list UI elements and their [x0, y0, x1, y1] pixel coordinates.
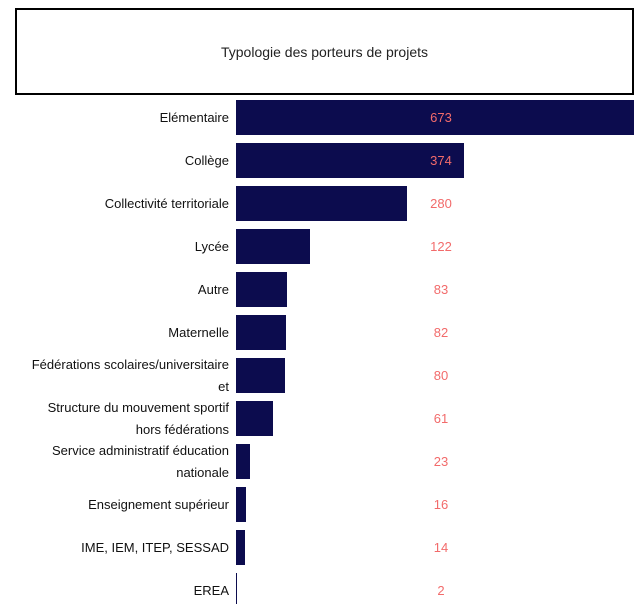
bar-row: Enseignement supérieur 16	[0, 483, 634, 526]
value-label: 2	[437, 583, 445, 598]
bar	[236, 487, 246, 522]
category-label: EREA	[193, 582, 229, 598]
category-label: Maternelle	[168, 324, 229, 340]
chart-title: Typologie des porteurs de projets	[15, 8, 634, 95]
value-label: 374	[430, 153, 452, 168]
bar-row: Service administratif éducation national…	[0, 440, 634, 483]
category-label: Collège	[184, 152, 229, 168]
bar	[236, 143, 465, 178]
bar-row: Structure du mouvement sportif hors fédé…	[0, 397, 634, 440]
category-label: Service administratif éducation national…	[51, 442, 229, 480]
bar-row: IME, IEM, ITEP, SESSAD 14	[0, 526, 634, 569]
value-label: 16	[433, 497, 449, 512]
category-label: Structure du mouvement sportif hors fédé…	[47, 399, 229, 437]
bar	[236, 444, 251, 479]
category-label: Collectivité territoriale	[104, 195, 229, 211]
value-label: 83	[433, 282, 449, 297]
value-label: 80	[433, 368, 449, 383]
bar-row: Fédérations scolaires/universitaire et 80	[0, 354, 634, 397]
value-label: 23	[433, 454, 449, 469]
category-label: Elémentaire	[159, 109, 229, 125]
bar-row: Elémentaire 673	[0, 96, 634, 139]
bar-row: Collectivité territoriale 280	[0, 182, 634, 225]
value-label: 673	[430, 110, 452, 125]
category-label: Lycée	[194, 238, 229, 254]
plot: Elémentaire 673 Collège 374 Collectivité ter…	[0, 96, 634, 604]
bar	[236, 272, 287, 307]
bar-row: Autre 83	[0, 268, 634, 311]
category-label: IME, IEM, ITEP, SESSAD	[81, 539, 229, 555]
bar	[236, 186, 407, 221]
value-label: 61	[433, 411, 449, 426]
value-label: 280	[430, 196, 452, 211]
bar	[236, 229, 311, 264]
bar	[236, 358, 285, 393]
bar-row: EREA 2	[0, 569, 634, 604]
category-label: Autre	[197, 281, 229, 297]
bar-row: Collège 374	[0, 139, 634, 182]
bar-row: Lycée 122	[0, 225, 634, 268]
value-label: 122	[430, 239, 452, 254]
bar	[236, 530, 245, 565]
bar	[236, 100, 634, 135]
bar	[236, 573, 238, 604]
category-label: Enseignement supérieur	[88, 496, 229, 512]
bar	[236, 315, 287, 350]
bar	[236, 401, 274, 436]
bar-row: Maternelle 82	[0, 311, 634, 354]
value-label: 82	[433, 325, 449, 340]
value-label: 14	[433, 540, 449, 555]
category-label: Fédérations scolaires/universitaire et	[31, 356, 229, 394]
